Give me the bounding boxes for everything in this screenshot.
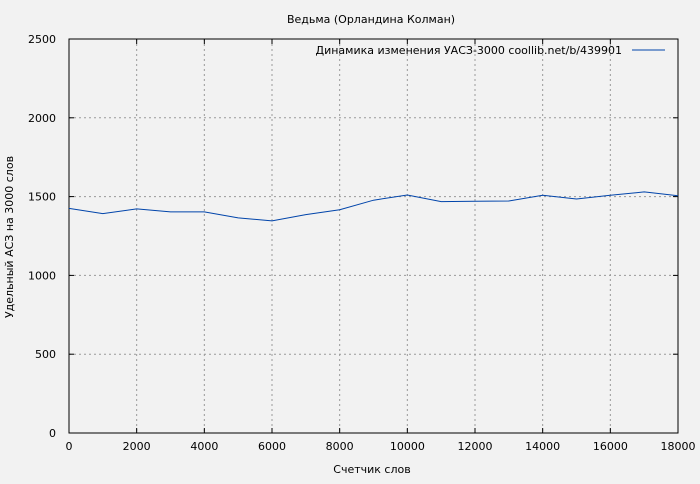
x-tick-label: 6000 (258, 440, 286, 453)
grid (69, 39, 678, 433)
x-axis-label: Счетчик слов (333, 463, 410, 476)
x-tick-label: 18000 (661, 440, 696, 453)
legend-label: Динамика изменения УАСЗ-3000 coollib.net… (316, 44, 623, 57)
x-tick-label: 12000 (458, 440, 493, 453)
x-tick-label: 10000 (390, 440, 425, 453)
y-tick-label: 500 (35, 348, 56, 361)
y-tick-label: 2500 (28, 33, 56, 46)
chart-title: Ведьма (Орландина Колман) (287, 13, 455, 26)
plot-frame (69, 39, 678, 433)
y-tick-label: 1000 (28, 269, 56, 282)
y-tick-label: 1500 (28, 191, 56, 204)
y-axis-label: Удельный АСЗ на 3000 слов (3, 156, 16, 318)
y-tick-label: 0 (49, 427, 56, 440)
x-tick-label: 8000 (326, 440, 354, 453)
x-tick-label: 2000 (123, 440, 151, 453)
x-tick-label: 16000 (593, 440, 628, 453)
x-tick-label: 4000 (190, 440, 218, 453)
legend: Динамика изменения УАСЗ-3000 coollib.net… (316, 44, 666, 57)
y-tick-label: 2000 (28, 112, 56, 125)
x-tick-label: 14000 (525, 440, 560, 453)
x-tick-label: 0 (66, 440, 73, 453)
